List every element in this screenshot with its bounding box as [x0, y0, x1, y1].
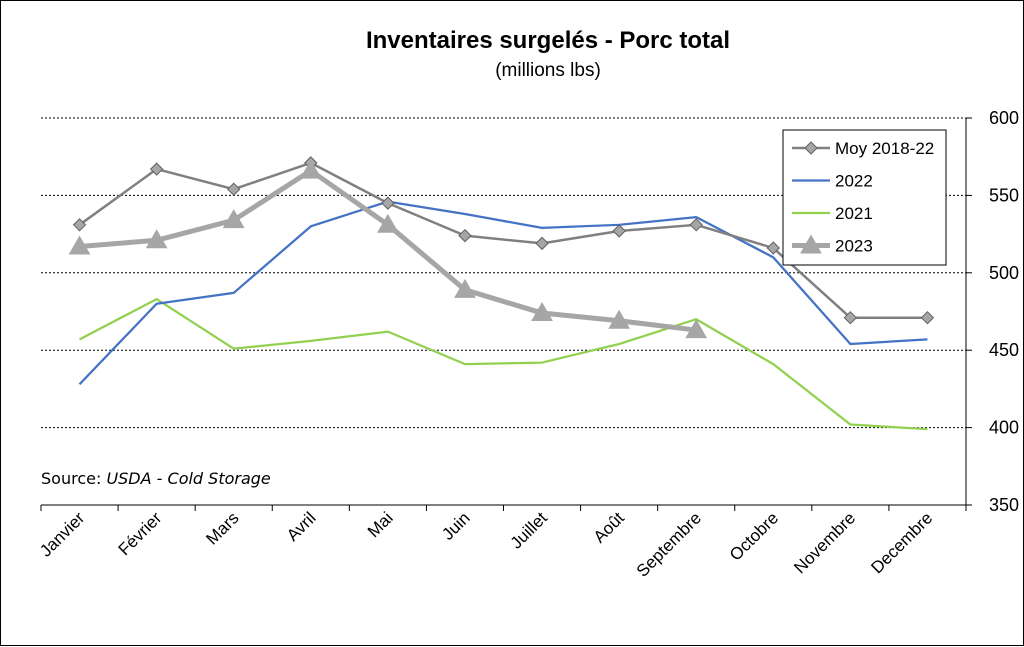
series-line [79, 168, 697, 333]
data-point [920, 310, 935, 325]
y-tick-labels: 350 400 450 500 550 600 [989, 108, 1019, 515]
gridlines [41, 117, 972, 506]
chart-subtitle: (millions lbs) [495, 60, 601, 81]
legend-item: Moy 2018-22 [792, 139, 934, 158]
data-point [689, 218, 703, 232]
x-tick-label: Mai [364, 508, 397, 541]
x-tick-label: Octobre [726, 508, 782, 564]
data-point [381, 196, 395, 210]
legend-label: Moy 2018-22 [835, 139, 934, 158]
legend-item: 2021 [792, 204, 873, 223]
source-name: USDA - Cold Storage [106, 469, 270, 488]
x-tick-label: Septembre [633, 508, 705, 580]
data-point [843, 310, 858, 325]
x-tick-label: Juin [438, 508, 473, 543]
data-point [377, 213, 399, 233]
data-point [531, 302, 553, 322]
y-tick-label: 450 [989, 340, 1019, 360]
y-tick-label: 500 [989, 263, 1019, 283]
x-tick-label: Février [115, 508, 166, 559]
series-2023 [68, 159, 708, 339]
y-tick-label: 550 [989, 185, 1019, 205]
legend-item: 2022 [792, 172, 873, 191]
series-2022 [78, 200, 928, 386]
x-tick-label: Juillet [507, 508, 551, 552]
x-tick-label: Decembre [867, 508, 936, 577]
legend-label: 2022 [835, 172, 873, 191]
y-tick-label: 400 [989, 418, 1019, 438]
data-point [458, 228, 472, 243]
data-point [766, 241, 780, 255]
data-point [685, 319, 708, 339]
data-point [149, 162, 164, 176]
data-point [227, 182, 241, 196]
data-point [299, 159, 322, 179]
data-point [72, 218, 87, 232]
legend-label: 2021 [835, 204, 873, 223]
x-tick-label: Janvier [36, 508, 88, 560]
legend-label: 2023 [835, 237, 873, 256]
x-tick-labels: Janvier Février Mars Avril Mai Juin Juillet Aoû… [36, 508, 936, 580]
legend-item: 2023 [792, 234, 873, 256]
y-tick-label: 350 [989, 495, 1019, 515]
data-point [68, 235, 91, 255]
y-tick-label: 600 [989, 108, 1019, 128]
data-point [145, 229, 168, 249]
series-line [79, 297, 928, 431]
axes [40, 118, 967, 511]
legend-marker [804, 141, 818, 155]
source-note: Source: USDA - Cold Storage [41, 469, 271, 488]
x-tick-label: Août [590, 508, 628, 546]
series-2021 [79, 297, 928, 431]
source-prefix: Source: [41, 469, 106, 488]
data-point [612, 224, 626, 238]
data-point [608, 309, 630, 329]
legend-marker [800, 234, 822, 254]
series-lines [68, 156, 935, 431]
x-tick-label: Novembre [790, 508, 859, 577]
x-tick-label: Avril [283, 508, 320, 545]
chart-title: Inventaires surgelés - Porc total [366, 27, 730, 54]
series-line [78, 200, 928, 386]
data-point [222, 209, 245, 229]
data-point [454, 278, 476, 298]
data-point [535, 236, 549, 251]
legend: Moy 2018-22 2022 2021 2023 [782, 129, 947, 266]
x-tick-label: Mars [202, 508, 242, 548]
